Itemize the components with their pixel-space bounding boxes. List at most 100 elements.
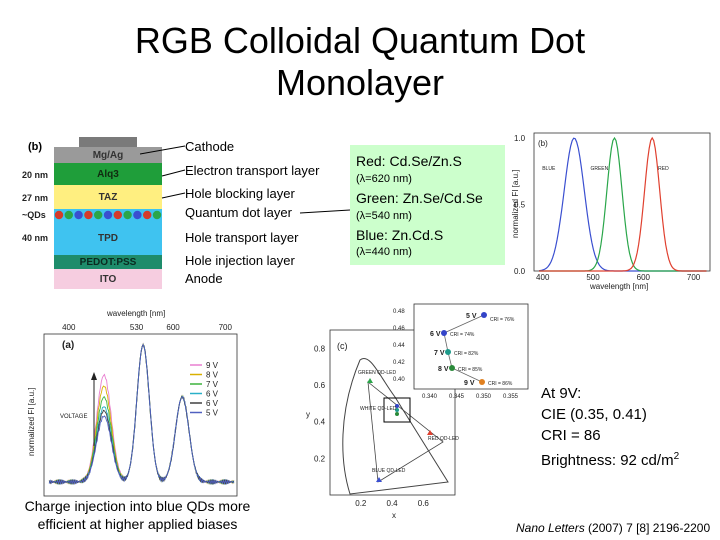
cie-zoom-box — [383, 397, 411, 423]
callout-hole-injection: Hole injection layer — [185, 253, 295, 268]
layer-mg-ag: Mg/Ag — [54, 147, 162, 163]
device-stack-figure: (b) Mg/Ag Alq3 TAZ TPD PEDOT:PSS ITO 20 … — [22, 137, 162, 289]
cie-white-point — [395, 412, 399, 416]
cie-white-point — [395, 404, 399, 408]
layer-cap — [79, 137, 137, 147]
spectra-b-ytick: 1.0 — [514, 134, 526, 143]
callout-cathode: Cathode — [185, 139, 235, 154]
green-marker — [367, 378, 373, 383]
quantum-dot — [84, 210, 93, 220]
callout-anode: Anode — [185, 271, 223, 286]
spectra-a-ylabel: normalized FI [a.u.] — [27, 388, 36, 456]
slide-title: RGB Colloidal Quantum Dot Monolayer — [0, 20, 720, 104]
spectra-b-series-label: BLUE — [542, 166, 556, 172]
cie-xtick: 0.2 — [355, 499, 367, 508]
inset-point-cri: CRI = 82% — [454, 351, 479, 357]
inset-xtick: 0.345 — [449, 394, 465, 400]
qd-green-label: Green: Zn.Se/Cd.Se — [356, 190, 483, 206]
inset-xtick: 0.340 — [422, 394, 438, 400]
spectra-b-xtick: 400 — [536, 273, 550, 282]
dim-alq3: 20 nm — [22, 170, 49, 180]
summary-line-4: Brightness: 92 cd/m2 — [541, 451, 680, 469]
callout-hole-blocking: Hole blocking layer — [185, 186, 295, 201]
layer-taz: TAZ — [54, 185, 162, 209]
cie-frame — [329, 329, 456, 496]
inset-point — [441, 330, 447, 336]
red-marker — [427, 430, 433, 435]
qd-red-wavelength: (λ=620 nm) — [356, 173, 412, 185]
spectra-b-ylabel: normalized FI [a.u.] — [511, 170, 520, 238]
spectra-a-frame — [43, 333, 238, 497]
cie-ytick: 0.4 — [314, 418, 326, 427]
quantum-dot — [103, 210, 113, 220]
callout-electron-transport: Electron transport layer — [185, 163, 320, 178]
spectra-b-xtick: 500 — [586, 273, 600, 282]
summary-line-1: At 9V: — [541, 385, 582, 402]
inset-frame — [413, 303, 529, 390]
device-panel-label: (b) — [28, 141, 43, 153]
citation-journal: Nano Letters — [516, 521, 585, 535]
layer-pedot: PEDOT:PSS — [54, 255, 162, 269]
inset-point — [445, 349, 451, 355]
cie-xtick: 0.6 — [418, 499, 430, 508]
dim-tpd: 40 nm — [22, 233, 49, 243]
quantum-dot — [113, 210, 122, 220]
inset-point-cri: CRI = 74% — [450, 332, 475, 338]
slide-title-line-1: RGB Colloidal Quantum Dot — [134, 20, 586, 61]
cie-red-label: RED QD-LED — [428, 436, 459, 442]
cie-xtick: 0.4 — [387, 499, 399, 508]
caption: Charge injection into blue QDs more effi… — [24, 498, 251, 532]
inset-point-voltage: 7 V — [434, 350, 445, 357]
dim-taz: 27 nm — [22, 193, 49, 203]
inset-point-cri: CRI = 85% — [458, 367, 483, 373]
qd-blue-label: Blue: Zn.Cd.S — [356, 227, 444, 243]
spectra-a-xtick: 400 — [62, 323, 76, 332]
spectra-a-xtick: 530 — [130, 323, 144, 332]
cie-ytick: 0.2 — [314, 454, 326, 463]
inset-xtick: 0.350 — [476, 394, 492, 400]
voltage-label: VOLTAGE — [60, 414, 87, 420]
spectra-b-series-label: GREEN — [590, 166, 608, 172]
cie-ytick: 0.6 — [314, 381, 326, 390]
inset-point-voltage: 8 V — [438, 366, 449, 373]
spectra-b-xtick: 700 — [687, 273, 701, 282]
cie-white-point — [395, 408, 399, 412]
spectra-b-panel-label: (b) — [538, 139, 548, 148]
cie-ytick: 0.8 — [314, 344, 326, 353]
inset-ytick: 0.42 — [393, 360, 405, 366]
inset-point-cri: CRI = 76% — [490, 317, 515, 323]
spectra-a-xtick: 600 — [166, 323, 180, 332]
quantum-dot — [94, 210, 103, 220]
inset-point — [449, 365, 455, 371]
inset-ytick: 0.48 — [393, 309, 405, 315]
inset-ytick: 0.40 — [393, 377, 405, 383]
citation: Nano Letters (2007) 7 [8] 2196-2200 — [516, 521, 710, 535]
qd-red-label: Red: Cd.Se/Zn.S — [356, 153, 462, 169]
cie-xlabel: x — [392, 511, 396, 520]
layer-tpd: TPD — [54, 221, 162, 255]
callout-hole-transport: Hole transport layer — [185, 230, 299, 245]
spectra-a-plot: wavelength [nm] 400 530 600 700 (a) VOLTAGE… — [22, 306, 240, 498]
layer-stack: Mg/Ag Alq3 TAZ TPD PEDOT:PSS ITO — [54, 137, 162, 289]
quantum-dot — [74, 210, 83, 220]
inset-point-voltage: 9 V — [464, 380, 475, 387]
layer-qd — [54, 209, 162, 221]
cie-white-label: WHITE QD-LED — [360, 406, 397, 412]
spectra-b-ytick: 0.5 — [514, 201, 526, 210]
quantum-dot — [54, 210, 64, 220]
inset-point — [479, 379, 485, 385]
spectra-a-legend-label: 5 V — [206, 409, 219, 418]
quantum-dot-row — [54, 210, 162, 220]
qd-composition-box: Red: Cd.Se/Zn.S (λ=620 nm) Green: Zn.Se/… — [350, 145, 505, 265]
spectra-a-legend-label: 8 V — [206, 371, 219, 380]
inset-ytick: 0.46 — [393, 326, 405, 332]
citation-details: (2007) 7 [8] 2196-2200 — [584, 521, 711, 535]
inset-point-cri: CRI = 86% — [488, 381, 513, 387]
inset-xtick: 0.355 — [503, 394, 519, 400]
cie-green-label: GREEN QD-LED — [358, 370, 396, 376]
layer-alq3: Alq3 — [54, 163, 162, 185]
cie-inset: 0.48 0.46 0.44 0.42 0.40 0.340 0.345 0.350 0.35… — [393, 303, 529, 400]
inset-ytick: 0.44 — [393, 343, 405, 349]
inset-point-voltage: 6 V — [430, 331, 441, 338]
spectra-a-legend-label: 6 V — [206, 399, 219, 408]
